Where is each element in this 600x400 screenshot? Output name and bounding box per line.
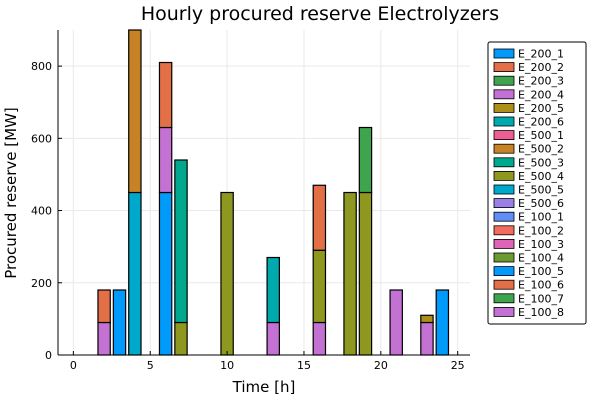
legend-swatch: [493, 143, 515, 154]
y-tick-label: 0: [45, 349, 52, 362]
legend-label: E_100_1: [518, 211, 564, 224]
legend-swatch: [493, 89, 515, 100]
bar-segment: [358, 191, 373, 356]
bar-segment: [312, 184, 327, 251]
legend-label: E_200_6: [518, 116, 564, 129]
bar-segment: [389, 289, 403, 356]
bar-segment: [128, 191, 142, 356]
legend-swatch: [493, 116, 515, 127]
legend-label: E_500_4: [518, 170, 564, 183]
x-tick-label: 15: [297, 359, 311, 372]
legend-label: E_500_1: [518, 129, 564, 142]
legend-swatch: [493, 198, 515, 209]
axes: 0 5 10 15 20 25 0 200 400 600 800: [31, 30, 470, 372]
legend-swatch: [493, 279, 515, 290]
bar-segment: [128, 29, 142, 194]
legend-swatch: [493, 306, 515, 317]
legend-label: E_100_3: [518, 238, 564, 251]
x-tick-label: 25: [451, 359, 465, 372]
legend-label: E_100_5: [518, 265, 564, 278]
bar-segment: [266, 256, 280, 324]
y-tick-label: 200: [31, 277, 52, 290]
bar-segment: [343, 191, 357, 356]
bar-segment: [158, 61, 173, 129]
y-axis-label: Procured reserve [MW]: [2, 107, 20, 279]
chart-title: Hourly procured reserve Electrolyzers: [141, 3, 499, 25]
legend-label: E_100_4: [518, 252, 564, 265]
x-tick-label: 0: [70, 359, 77, 372]
legend-label: E_100_7: [518, 292, 564, 305]
legend-swatch: [493, 293, 515, 304]
legend-label: E_500_3: [518, 156, 564, 169]
legend-label: E_200_5: [518, 102, 564, 115]
legend-swatch: [493, 48, 515, 59]
x-tick-label: 20: [374, 359, 388, 372]
legend-swatch: [493, 62, 515, 72]
legend-label: E_100_8: [518, 306, 564, 319]
bar-segment: [435, 289, 450, 356]
legend-label: E_100_6: [518, 279, 564, 292]
bar-segment: [266, 321, 280, 356]
legend-label: E_200_2: [518, 61, 564, 74]
bar-segment: [358, 126, 373, 194]
bar-segment: [158, 126, 173, 194]
bar-segment: [97, 321, 111, 356]
legend-label: E_500_2: [518, 143, 564, 156]
legend-label: E_100_2: [518, 224, 564, 237]
bar-segment: [158, 191, 173, 356]
bar-segment: [174, 159, 188, 324]
legend-swatch: [493, 184, 515, 195]
legend-label: E_200_1: [518, 48, 564, 61]
legend-swatch: [493, 157, 515, 168]
legend-label: E_500_6: [518, 197, 564, 210]
bar-segment: [174, 321, 188, 356]
bar-segment: [97, 289, 111, 324]
bar-segment: [312, 249, 327, 324]
x-tick-label: 10: [220, 359, 234, 372]
bar-segment: [420, 314, 434, 324]
legend-swatch: [493, 103, 515, 113]
y-tick-label: 800: [31, 60, 52, 73]
legend-swatch: [493, 266, 515, 277]
legend-swatch: [493, 225, 515, 236]
bar-segment: [220, 191, 234, 356]
bar-segment: [112, 289, 127, 356]
legend-swatch: [493, 130, 515, 141]
x-tick-label: 5: [147, 359, 154, 372]
legend-swatch: [493, 238, 515, 249]
x-axis-label: Time [h]: [232, 378, 296, 396]
y-tick-label: 400: [31, 205, 52, 218]
legend: E_200_1E_200_2E_200_3E_200_4E_200_5E_200…: [487, 41, 587, 325]
bar-segment: [312, 321, 327, 356]
legend-swatch: [493, 170, 515, 181]
legend-label: E_200_4: [518, 88, 564, 101]
legend-label: E_500_5: [518, 184, 564, 197]
legend-swatch: [493, 211, 515, 222]
legend-swatch: [493, 252, 515, 263]
legend-swatch: [493, 75, 515, 86]
bar-segment: [420, 321, 434, 356]
y-tick-label: 600: [31, 132, 52, 145]
legend-label: E_200_3: [518, 75, 564, 88]
